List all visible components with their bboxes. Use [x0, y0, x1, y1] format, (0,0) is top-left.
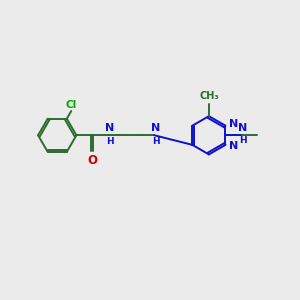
Text: Cl: Cl	[66, 100, 77, 110]
Text: H: H	[152, 137, 159, 146]
Text: N: N	[105, 123, 115, 133]
Text: O: O	[88, 154, 98, 167]
Text: CH₃: CH₃	[199, 92, 219, 101]
Text: N: N	[151, 123, 160, 133]
Text: H: H	[239, 136, 247, 146]
Text: N: N	[229, 119, 239, 129]
Text: N: N	[229, 141, 239, 151]
Text: H: H	[106, 137, 114, 146]
Text: N: N	[238, 123, 248, 133]
